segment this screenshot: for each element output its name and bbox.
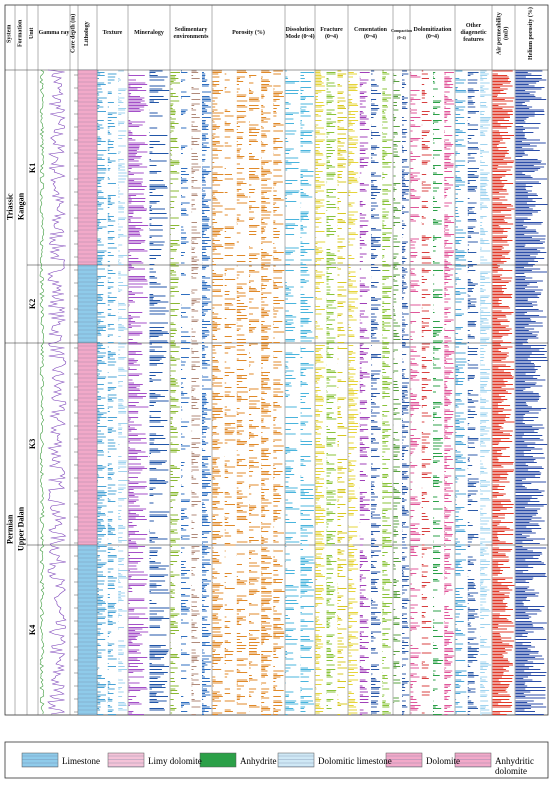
column-header: Gamma ray (38, 30, 70, 36)
legend-label: Dolomitic limestone (318, 756, 392, 766)
log-trace (421, 70, 432, 714)
column-header: Unit (29, 27, 35, 40)
log-trace (467, 71, 480, 716)
legend-swatch (385, 752, 423, 768)
log-trace (261, 70, 273, 716)
log-trace (393, 73, 401, 704)
log-trace (492, 70, 515, 716)
log-trace (300, 71, 315, 713)
column-header: Helium porosity (%) (528, 7, 534, 60)
column-header: Other diagenetic features (460, 23, 487, 43)
lithology-block (77, 342, 98, 546)
log-trace (402, 70, 410, 716)
log-trace (236, 70, 248, 714)
column-header: Dissolution Mode (0~4) (285, 26, 315, 40)
log-trace (515, 70, 548, 716)
log-trace (273, 70, 285, 716)
column-header: Fracture (0~4) (320, 26, 343, 40)
log-trace (128, 73, 149, 716)
lithology-block (77, 264, 98, 344)
log-trace (326, 71, 337, 710)
formation-label: Kangan (16, 192, 26, 221)
column-header: Air permeability (mD) (496, 12, 510, 55)
log-trace (410, 71, 421, 714)
unit-label: K2 (28, 298, 37, 310)
system-label: Permian (5, 514, 15, 544)
unit-label: K4 (28, 624, 37, 636)
column-header: Formation (17, 19, 24, 48)
system-label: Triassic (5, 193, 15, 220)
lithology-block (77, 69, 98, 266)
column-header: Porosity (%) (232, 30, 265, 36)
legend-swatch (107, 752, 145, 768)
log-trace (315, 70, 326, 714)
log-trace (118, 70, 128, 711)
legend-label: Limy dolomite (148, 756, 202, 766)
column-header: Core depth (m) (70, 13, 77, 54)
log-trace (97, 70, 107, 716)
log-trace (170, 71, 180, 714)
legend-swatch (199, 752, 237, 768)
legend-swatch (21, 752, 59, 768)
unit-label: K1 (28, 162, 37, 173)
log-trace (149, 70, 170, 711)
log-trace (359, 71, 370, 716)
log-trace (348, 71, 359, 716)
unit-label: K3 (28, 438, 37, 450)
log-trace (107, 73, 118, 716)
column-header: Lithology (84, 21, 90, 46)
column-header: Compaction (0~4) (391, 27, 412, 40)
legend-swatch (454, 752, 492, 768)
legend-swatch (277, 752, 315, 768)
log-trace (444, 71, 455, 716)
log-trace (202, 71, 212, 716)
column-header: Dolomitization (0~4) (413, 26, 452, 40)
legend-label: Anhydritic dolomite (495, 756, 534, 776)
gamma-curve (39, 69, 45, 715)
log-trace (285, 70, 300, 716)
legend-label: Anhydrite (240, 756, 277, 766)
log-trace (249, 74, 261, 713)
log-trace (212, 70, 224, 716)
column-header: System (6, 24, 13, 43)
column-header: Texture (102, 30, 123, 36)
log-trace (337, 70, 348, 716)
log-trace (371, 70, 382, 716)
log-trace (480, 70, 492, 716)
column-header: Cementation (0~4) (354, 26, 387, 40)
formation-label: Upper Dalan (16, 506, 26, 552)
log-trace (433, 71, 444, 716)
log-trace (181, 70, 191, 713)
log-trace (224, 73, 236, 713)
column-header: Sedimentary environments (173, 26, 209, 40)
legend-label: Dolomite (426, 756, 460, 766)
log-trace (455, 70, 467, 714)
gamma-curve (47, 69, 67, 715)
log-trace (382, 70, 393, 716)
column-header: Mineralogy (134, 30, 164, 36)
log-trace (191, 70, 201, 716)
legend-label: Limestone (62, 756, 100, 766)
